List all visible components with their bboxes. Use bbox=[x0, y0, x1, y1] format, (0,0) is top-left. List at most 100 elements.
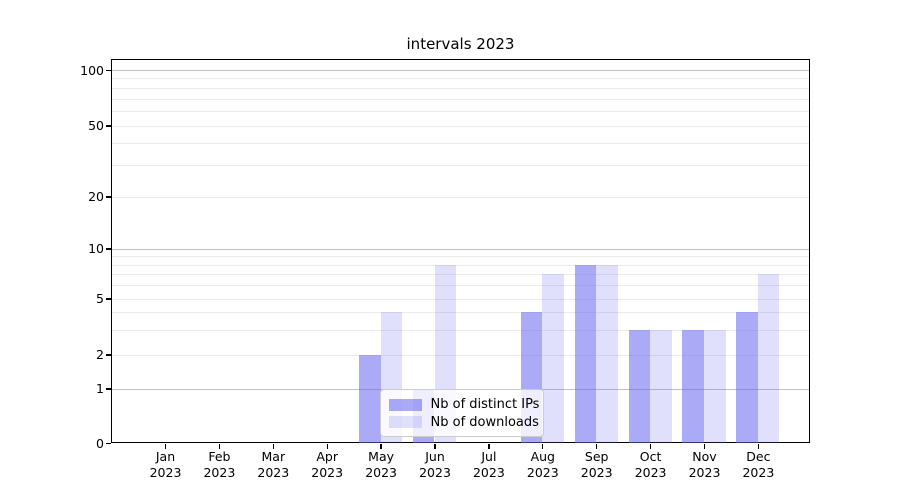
legend: Nb of distinct IPs Nb of downloads bbox=[379, 389, 544, 437]
x-tick-mark bbox=[757, 443, 760, 449]
minor-gridline bbox=[112, 312, 809, 314]
x-tick-year: 2023 bbox=[365, 464, 397, 480]
bar-nov-downloads bbox=[704, 329, 726, 443]
x-tick-label-jun: Jun 2023 bbox=[407, 449, 463, 480]
plot-area bbox=[111, 59, 810, 443]
y-tick-mark bbox=[106, 442, 111, 445]
x-tick-month: Jul bbox=[481, 449, 497, 464]
x-tick-year: 2023 bbox=[580, 464, 613, 480]
x-tick-label-dec: Dec 2023 bbox=[730, 449, 786, 480]
y-tick-mark bbox=[106, 388, 111, 390]
minor-gridline bbox=[112, 354, 809, 356]
x-tick-month: Jan bbox=[155, 449, 176, 464]
x-tick-month: Sep bbox=[584, 449, 609, 464]
bar-dec-downloads bbox=[757, 274, 780, 443]
y-tick-label: 20 bbox=[88, 189, 104, 204]
minor-gridline bbox=[112, 110, 809, 112]
x-tick-mark bbox=[380, 443, 382, 449]
y-tick-label: 100 bbox=[80, 62, 104, 78]
y-tick-label: 0 bbox=[96, 435, 104, 451]
minor-gridline bbox=[112, 165, 809, 167]
minor-gridline bbox=[112, 125, 809, 127]
bar-oct-distinct-ips bbox=[628, 329, 651, 443]
minor-gridline bbox=[112, 98, 809, 100]
minor-gridline bbox=[112, 256, 809, 258]
x-tick-mark bbox=[596, 443, 598, 449]
x-tick-mark bbox=[542, 443, 544, 449]
x-tick-year: 2023 bbox=[634, 464, 667, 480]
x-tick-month: Aug bbox=[530, 449, 555, 464]
x-tick-month: Oct bbox=[639, 449, 662, 464]
x-tick-label-feb: Feb 2023 bbox=[191, 449, 247, 480]
x-tick-month: May bbox=[368, 449, 395, 464]
bar-aug-downloads bbox=[542, 274, 564, 443]
legend-swatch bbox=[388, 416, 422, 429]
major-gridline bbox=[112, 70, 809, 71]
legend-item-distinct-ips: Nb of distinct IPs bbox=[388, 396, 539, 414]
legend-label: Nb of downloads bbox=[430, 414, 539, 430]
x-tick-year: 2023 bbox=[203, 464, 236, 480]
minor-gridline bbox=[112, 285, 809, 287]
x-tick-label-mar: Mar 2023 bbox=[245, 449, 301, 480]
x-tick-mark bbox=[218, 443, 221, 449]
minor-gridline bbox=[112, 78, 809, 80]
bar-dec-distinct-ips bbox=[736, 312, 758, 443]
x-tick-month: Dec bbox=[746, 449, 771, 464]
x-tick-label-oct: Oct 2023 bbox=[623, 449, 679, 480]
x-tick-year: 2023 bbox=[257, 464, 290, 480]
bar-sep-downloads bbox=[596, 264, 618, 443]
y-tick-mark bbox=[106, 196, 111, 198]
x-tick-month: Mar bbox=[261, 449, 286, 464]
minor-gridline bbox=[112, 298, 809, 300]
bar-may-distinct-ips bbox=[359, 354, 381, 443]
minor-gridline bbox=[112, 274, 809, 276]
x-tick-label-may: May 2023 bbox=[353, 449, 409, 480]
x-tick-label-jul: Jul 2023 bbox=[461, 449, 517, 480]
x-tick-label-apr: Apr 2023 bbox=[299, 449, 355, 480]
y-tick-label: 10 bbox=[88, 241, 104, 256]
y-tick-mark bbox=[106, 125, 111, 127]
x-tick-mark bbox=[488, 443, 490, 449]
x-tick-mark bbox=[326, 443, 328, 449]
legend-label: Nb of distinct IPs bbox=[430, 397, 540, 413]
y-tick-mark bbox=[106, 69, 111, 72]
x-tick-label-aug: Aug 2023 bbox=[515, 449, 571, 480]
y-tick-mark bbox=[106, 298, 111, 300]
x-tick-year: 2023 bbox=[526, 464, 559, 480]
x-tick-year: 2023 bbox=[311, 464, 344, 480]
y-tick-label: 5 bbox=[96, 291, 104, 306]
x-tick-mark bbox=[649, 443, 652, 449]
x-tick-month: Nov bbox=[692, 449, 717, 464]
x-tick-mark bbox=[703, 443, 706, 449]
x-tick-year: 2023 bbox=[742, 464, 775, 480]
y-tick-label: 2 bbox=[96, 347, 104, 362]
major-gridline bbox=[112, 248, 809, 250]
bar-sep-distinct-ips bbox=[574, 264, 597, 443]
x-tick-month: Apr bbox=[316, 449, 338, 464]
legend-item-downloads: Nb of downloads bbox=[388, 414, 539, 432]
y-tick-label: 50 bbox=[88, 118, 104, 133]
y-tick-mark bbox=[106, 248, 111, 250]
y-tick-label: 1 bbox=[96, 381, 104, 396]
x-tick-year: 2023 bbox=[419, 464, 451, 480]
bar-oct-downloads bbox=[650, 329, 672, 443]
x-tick-mark bbox=[272, 443, 274, 449]
x-tick-mark bbox=[434, 443, 436, 449]
x-tick-month: Feb bbox=[208, 449, 231, 464]
legend-swatch bbox=[388, 398, 422, 411]
x-tick-mark bbox=[164, 443, 167, 449]
y-tick-mark bbox=[106, 354, 111, 356]
chart-title: intervals 2023 bbox=[406, 35, 515, 53]
minor-gridline bbox=[112, 87, 809, 89]
x-tick-label-nov: Nov 2023 bbox=[677, 449, 733, 480]
minor-gridline bbox=[112, 196, 809, 198]
x-tick-label-jan: Jan 2023 bbox=[138, 449, 194, 480]
x-tick-year: 2023 bbox=[472, 464, 505, 480]
minor-gridline bbox=[112, 329, 809, 331]
x-tick-month: Jun bbox=[425, 449, 445, 464]
x-tick-year: 2023 bbox=[688, 464, 721, 480]
bar-nov-distinct-ips bbox=[682, 329, 704, 443]
x-tick-label-sep: Sep 2023 bbox=[569, 449, 625, 480]
minor-gridline bbox=[112, 142, 809, 144]
